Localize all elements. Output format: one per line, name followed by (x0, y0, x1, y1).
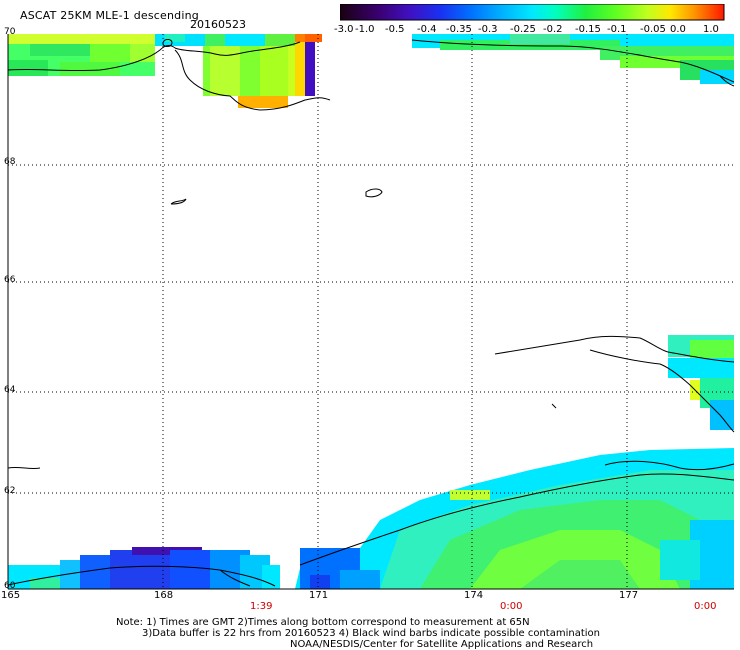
colorbar-tick-label: -0.15 (575, 24, 601, 35)
time-label-1: 1:39 (250, 601, 273, 612)
colorbar-tick-label: -0.2 (543, 24, 563, 35)
lat-label-66: 66 (4, 275, 16, 285)
colorbar-tick-label: 1.0 (703, 24, 719, 35)
colorbar-tick-label: -1.0 (355, 24, 375, 35)
colorbar-tick-label: -3.0 (334, 24, 354, 35)
coastlines (7, 39, 735, 587)
note-line-1: Note: 1) Times are GMT 2)Times along bot… (116, 617, 530, 628)
colorbar-tick-label: 0.0 (670, 24, 686, 35)
colorbar-tick-label: -0.3 (478, 24, 498, 35)
lat-label-68: 68 (4, 157, 16, 167)
colorbar-tick-label: -0.5 (385, 24, 405, 35)
note-line-2: 3)Data buffer is 22 hrs from 20160523 4)… (142, 628, 600, 639)
colorbar-tick-label: -0.35 (446, 24, 472, 35)
lat-label-60: 60 (4, 581, 16, 591)
colorbar-tick-label: -0.1 (607, 24, 627, 35)
lon-label-174: 174 (464, 590, 484, 601)
graticule (8, 34, 734, 589)
colorbar (340, 4, 725, 21)
colorbar-tick-label: -0.4 (417, 24, 437, 35)
colorbar-tick-label: -0.05 (640, 24, 666, 35)
swath-top-right (412, 34, 734, 84)
map-date: 20160523 (190, 18, 246, 31)
lat-label-62: 62 (4, 486, 16, 496)
lon-label-171: 171 (309, 590, 329, 601)
lon-label-165: 165 (1, 590, 21, 601)
lon-label-177: 177 (619, 590, 639, 601)
note-line-3: NOAA/NESDIS/Center for Satellite Applica… (290, 639, 594, 650)
colorbar-tick-label: -0.25 (510, 24, 536, 35)
lat-label-70: 70 (4, 27, 16, 37)
time-label-2: 0:00 (500, 601, 523, 612)
time-label-3: 0:00 (694, 601, 717, 612)
map-title: ASCAT 25KM MLE-1 descending (20, 9, 199, 22)
lat-label-64: 64 (4, 385, 16, 395)
lon-label-168: 168 (154, 590, 174, 601)
